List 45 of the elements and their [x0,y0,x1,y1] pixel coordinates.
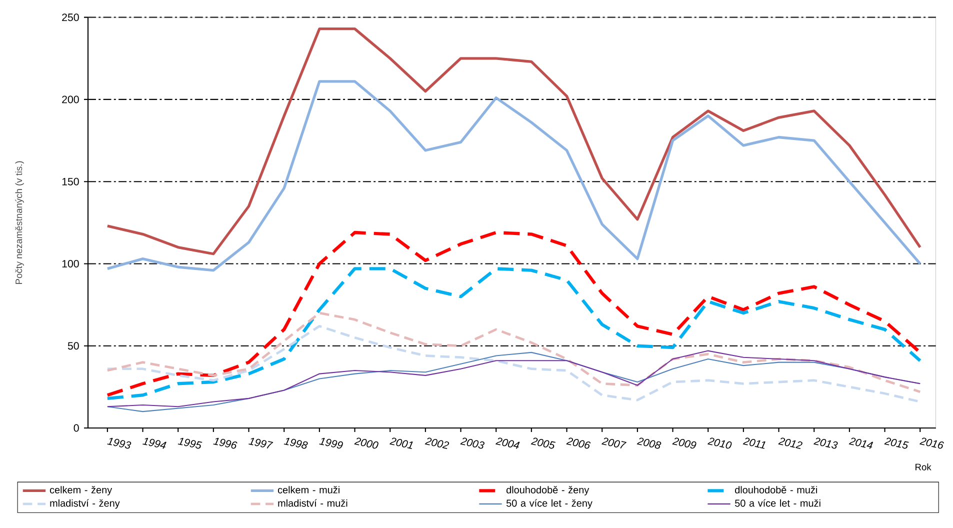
legend-label: mladiství - ženy [50,499,120,509]
x-tick-label: 1997 [248,438,274,448]
x-tick-label: 1999 [319,438,343,449]
legend-label: 50 a více let - ženy [506,499,592,509]
y-axis-title: Počty nezaměstnaných (v tis.) [15,161,24,284]
legend-label: celkem - ženy [50,486,112,496]
x-tick-label: 2002 [424,438,450,449]
x-tick-label: 2015 [884,438,909,449]
line-series [106,267,922,400]
x-tick-label: 1996 [213,438,238,449]
legend-label: dlouhodobě - muži [735,486,817,494]
x-tick-label: 2004 [496,438,520,449]
legend-label: mladiství - muži [278,499,348,507]
x-tick-label: 1994 [142,438,166,449]
x-tick-label: 1993 [107,438,132,449]
x-tick-label: 1995 [178,438,202,449]
x-tick-label: 2014 [848,438,874,449]
line-series [106,80,922,272]
x-tick-label: 2016 [920,438,944,449]
x-axis-title: Rok [916,464,932,470]
x-tick-label: 2007 [602,438,627,448]
line-series [106,28,922,256]
y-tick-label: 250 [62,14,79,22]
x-tick-label: 2011 [742,438,766,449]
x-tick-label: 2012 [778,438,802,449]
x-tick-label: 2010 [708,438,732,449]
legend-label: 50 a více let - muži [735,499,820,507]
x-tick-label: 2001 [390,438,413,449]
legend-label: celkem - muži [278,486,340,494]
line-series [106,230,922,397]
x-tick-label: 2009 [672,438,696,449]
legend-label: dlouhodobě - ženy [506,486,590,496]
y-tick-label: 150 [62,178,79,186]
x-tick-label: 2008 [636,438,662,449]
line-series [106,312,922,394]
x-tick-label: 2000 [354,438,378,449]
y-tick-label: 0 [74,424,79,432]
y-tick-label: 100 [62,260,79,268]
x-tick-label: 1998 [284,438,308,449]
y-tick-label: 200 [62,96,79,104]
x-tick-label: 2013 [814,438,838,449]
x-tick-label: 2006 [566,438,591,449]
x-tick-label: 2005 [530,438,556,449]
y-tick-label: 50 [68,342,79,350]
x-tick-label: 2003 [460,438,484,449]
